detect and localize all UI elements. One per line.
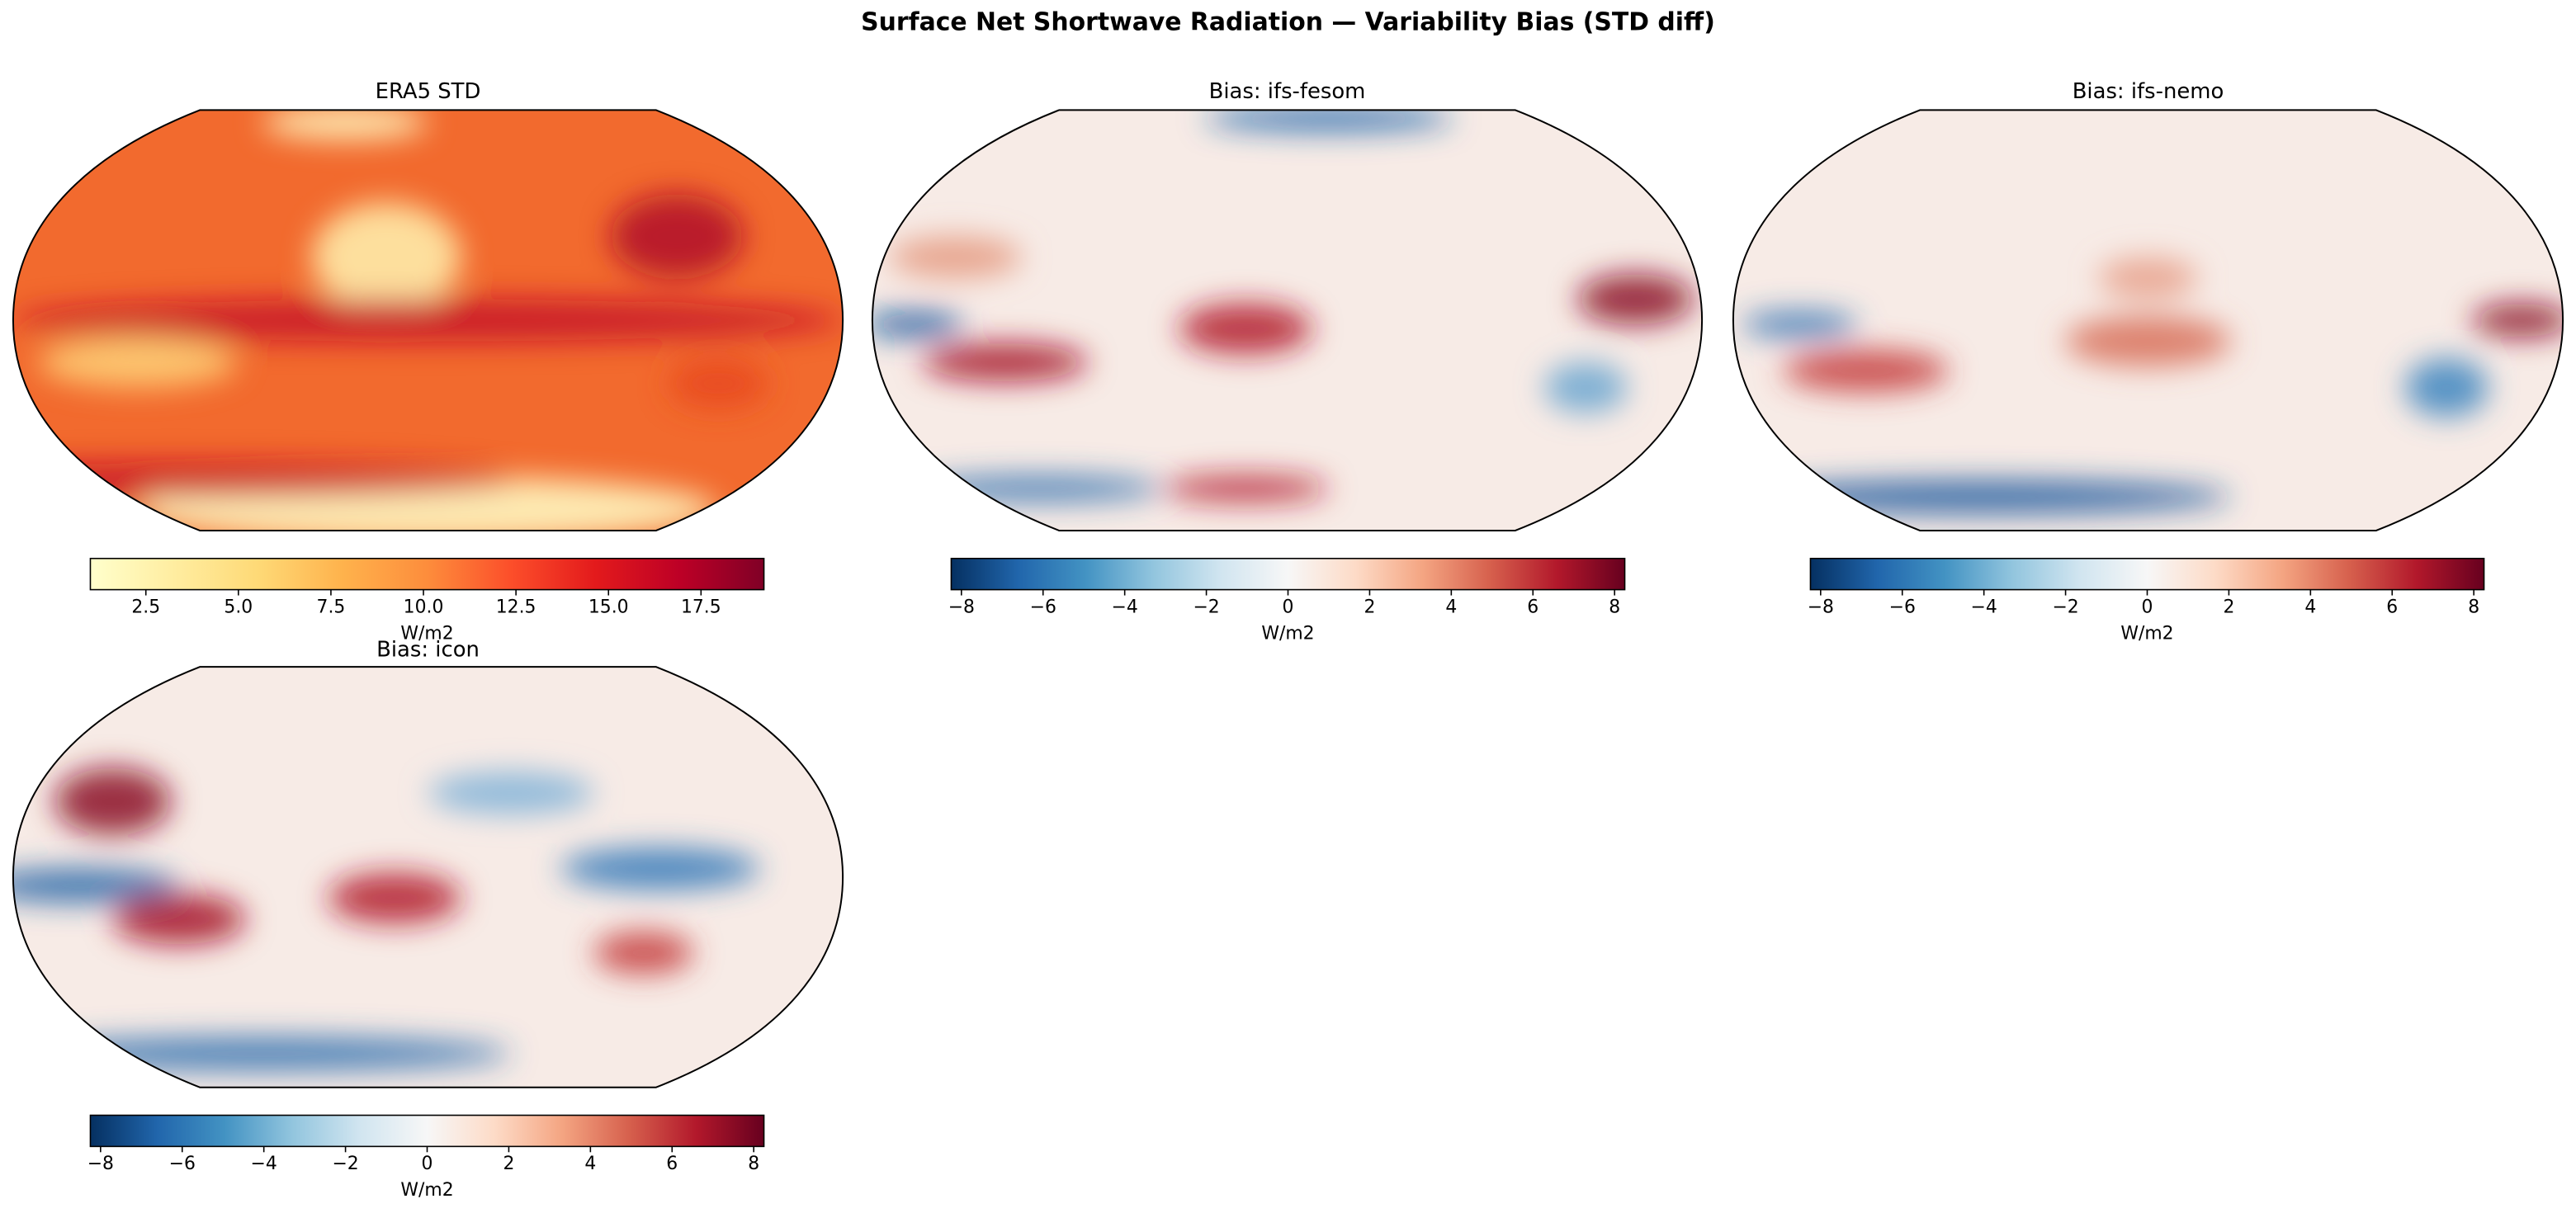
field-blob xyxy=(2098,257,2198,300)
panel-title: Bias: ifs-fesom xyxy=(1209,79,1366,104)
colorbar-tick-label: 10.0 xyxy=(404,597,444,617)
colorbar-tick-label: 4 xyxy=(584,1154,596,1174)
colorbar xyxy=(950,557,1626,591)
colorbar-tick-label: 2 xyxy=(1364,597,1375,617)
map-pattern xyxy=(12,767,760,1071)
field-blob xyxy=(1544,362,1628,413)
colorbar-tick-label: −2 xyxy=(2052,597,2078,617)
field-blob xyxy=(872,311,964,337)
colorbar xyxy=(89,1114,765,1148)
colorbar-tick-label: 6 xyxy=(666,1154,678,1174)
colorbar xyxy=(1809,557,2485,591)
field-blob xyxy=(38,337,238,388)
colorbar-tick-label: 0 xyxy=(422,1154,433,1174)
colorbar-tick-label: 2 xyxy=(2223,597,2234,617)
panel: Bias: ifs-nemo −8 −6 −4 −2 0 2 4 6 8 W/m2 xyxy=(1732,79,2564,644)
field-blob xyxy=(54,767,171,835)
colorbar-tick-label: −4 xyxy=(251,1154,277,1174)
colorbar-tick-label: −6 xyxy=(169,1154,196,1174)
field-blob xyxy=(669,358,768,409)
colorbar-tick-label: 8 xyxy=(2468,597,2479,617)
map-outline xyxy=(12,109,844,531)
map xyxy=(872,110,1703,531)
colorbar-tick-label: 15.0 xyxy=(588,597,629,617)
field-blob xyxy=(922,343,1089,382)
map xyxy=(12,110,844,531)
panel: ERA5 STD 2.5 5.0 7.5 10.0 12.5 15.0 17.5 W/m2 xyxy=(12,79,844,644)
field-blob xyxy=(1162,475,1329,502)
colorbar-tick-label: −8 xyxy=(87,1154,114,1174)
field-blob xyxy=(610,194,744,279)
field-blob xyxy=(12,463,512,498)
field-blob xyxy=(1741,311,1858,337)
map xyxy=(1732,110,2564,531)
map-outline xyxy=(12,666,844,1088)
colorbar-tick-label: 2 xyxy=(503,1154,514,1174)
colorbar-label: W/m2 xyxy=(400,1180,453,1201)
colorbar-tick-label: 8 xyxy=(1609,597,1620,617)
map-pattern xyxy=(872,110,1694,502)
colorbar-tick-label: −2 xyxy=(1193,597,1219,617)
field-blob xyxy=(889,236,1022,279)
colorbar-tick-label: −4 xyxy=(1112,597,1138,617)
colorbar-tick-label: −8 xyxy=(1808,597,1834,617)
panel-title: Bias: ifs-nemo xyxy=(2073,79,2224,104)
colorbar-tick-label: 0 xyxy=(1283,597,1294,617)
field-blob xyxy=(1203,110,1453,131)
colorbar-tick-label: 4 xyxy=(2304,597,2316,617)
colorbar-tick-label: −8 xyxy=(948,597,975,617)
colorbar-tick-label: 12.5 xyxy=(496,597,536,617)
colorbar-tick-label: 17.5 xyxy=(681,597,721,617)
field-blob xyxy=(2405,358,2489,418)
field-blob xyxy=(328,872,461,923)
colorbar-tick-label: 6 xyxy=(1527,597,1539,617)
panel-title: ERA5 STD xyxy=(376,79,481,104)
colorbar-tick-label: 5.0 xyxy=(224,597,253,617)
field-blob xyxy=(2471,303,2564,337)
field-blob xyxy=(2064,316,2232,367)
colorbar-tick-label: −6 xyxy=(1889,597,1916,617)
field-blob xyxy=(428,772,594,814)
colorbar xyxy=(89,557,765,591)
field-blob xyxy=(311,202,461,312)
colorbar-label: W/m2 xyxy=(400,623,453,644)
panel: Bias: ifs-fesom −8 −6 −4 −2 0 2 4 6 8 W/m2 xyxy=(871,79,1704,644)
colorbar-tick-label: 0 xyxy=(2142,597,2153,617)
figure-title: Surface Net Shortwave Radiation — Variab… xyxy=(861,7,1715,36)
field-blob xyxy=(560,847,760,890)
field-blob xyxy=(112,894,246,945)
colorbar-tick-label: 6 xyxy=(2386,597,2398,617)
map-outline xyxy=(871,109,1704,531)
field-blob xyxy=(262,110,428,140)
colorbar-label: W/m2 xyxy=(2120,623,2173,644)
colorbar-tick-label: 4 xyxy=(1445,597,1457,617)
colorbar-tick-label: 7.5 xyxy=(317,597,346,617)
panel-title: Bias: icon xyxy=(376,638,480,663)
map-outline xyxy=(1732,109,2564,531)
field-blob xyxy=(1179,303,1312,354)
panel: Bias: icon −8 −6 −4 −2 0 2 4 6 8 W/m2 xyxy=(12,638,844,1201)
colorbar-tick-label: −4 xyxy=(1971,597,1997,617)
field-blob xyxy=(1783,349,1950,392)
field-blob xyxy=(593,932,694,975)
colorbar-label: W/m2 xyxy=(1261,623,1314,644)
map-pattern xyxy=(12,110,844,531)
field-blob xyxy=(12,868,179,903)
map xyxy=(12,667,844,1088)
colorbar-tick-label: 2.5 xyxy=(131,597,160,617)
colorbar-tick-label: 8 xyxy=(748,1154,759,1174)
colorbar-tick-label: −6 xyxy=(1030,597,1056,617)
colorbar-tick-label: −2 xyxy=(332,1154,358,1174)
field-blob xyxy=(12,299,844,342)
field-blob xyxy=(1577,274,1694,325)
